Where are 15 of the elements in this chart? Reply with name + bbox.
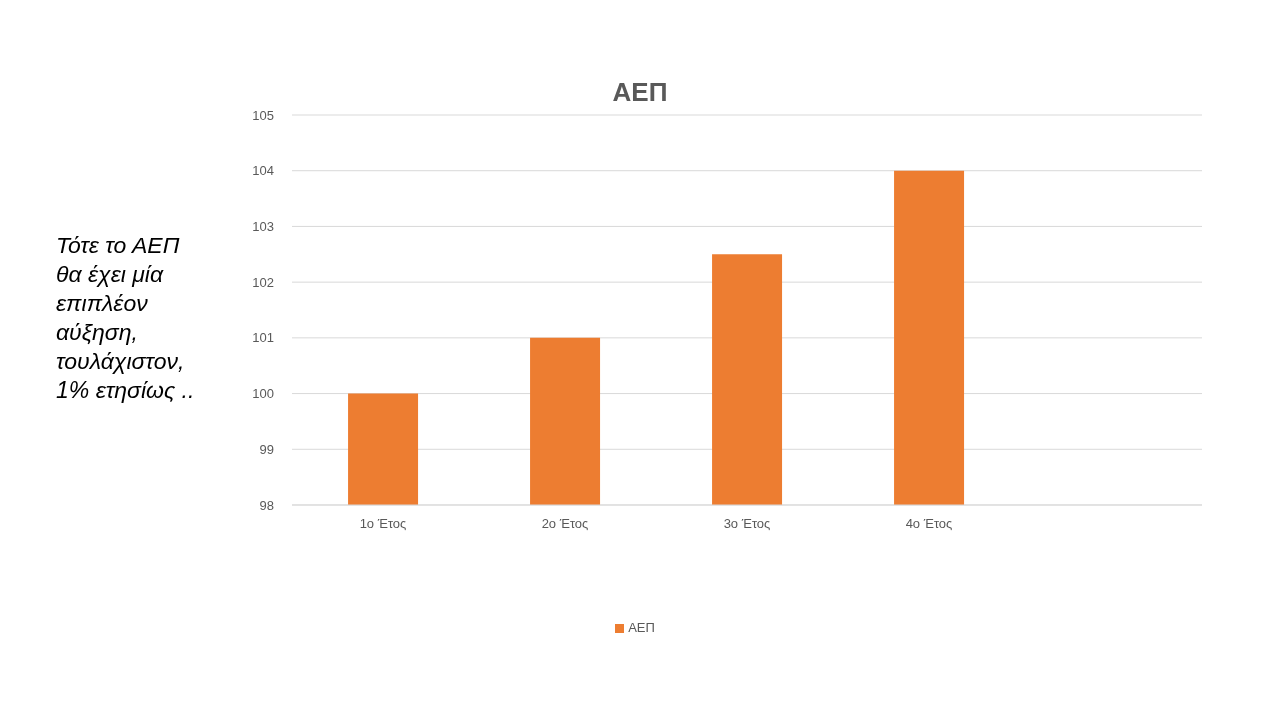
y-tick-label: 101: [252, 330, 274, 346]
y-tick-label: 105: [252, 107, 274, 123]
text: Τότε το ΑΕΠ θα έχει μία επιπλέον αύξηση, τουλάχιστον, 1% ετησίως ..: [56, 231, 196, 405]
y-tick-label: 103: [252, 219, 274, 235]
x-tick-label: 4ο Έτος: [905, 516, 953, 532]
chart-title: ΑΕΠ: [611, 77, 669, 108]
x-tick-label: 2ο Έτος: [541, 516, 589, 532]
y-tick-label: 102: [252, 274, 274, 290]
y-tick-label: 104: [252, 163, 274, 179]
legend-label: ΑΕΠ: [628, 620, 655, 635]
y-tick-label: 100: [252, 386, 274, 402]
x-tick-label: 1ο Έτος: [359, 516, 407, 532]
y-tick-label: 98: [259, 497, 274, 513]
x-tick-label: 3ο Έτος: [723, 516, 771, 532]
y-tick-label: 99: [259, 441, 274, 457]
